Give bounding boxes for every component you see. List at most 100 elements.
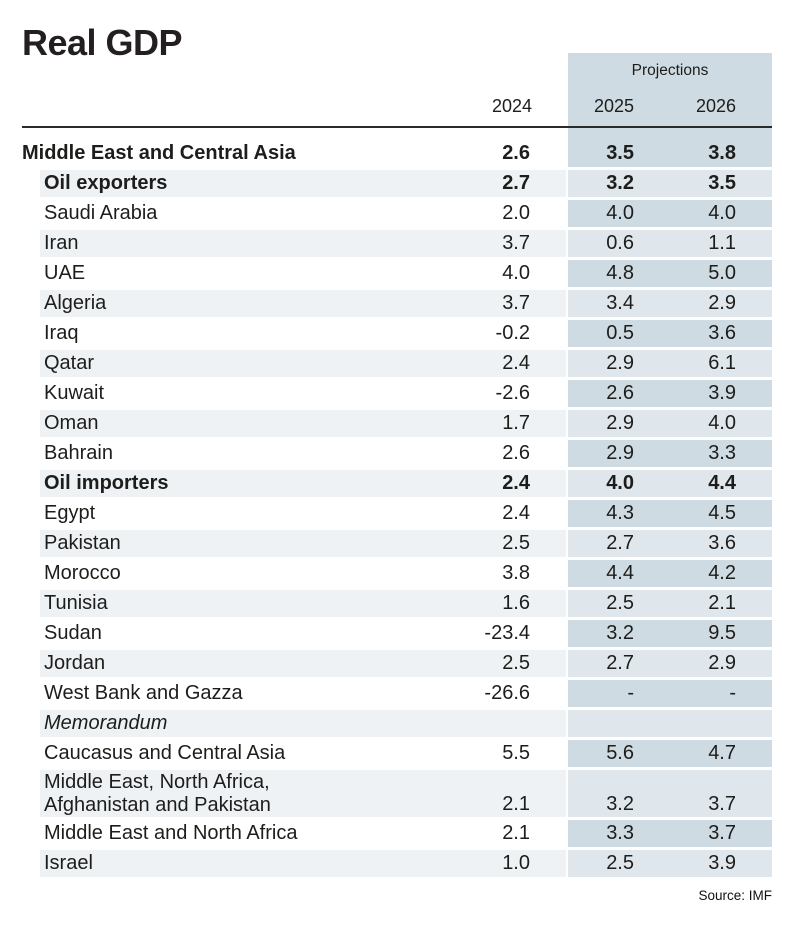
header-rule xyxy=(22,126,772,128)
projection-cells: 2.5 2.1 xyxy=(568,590,772,617)
table-body: Middle East and Central Asia 2.6 3.5 3.8 Oil… xyxy=(22,140,772,877)
value-2025: 2.5 xyxy=(606,592,634,614)
projection-cells: 2.7 2.9 xyxy=(568,650,772,677)
value-2025: 2.7 xyxy=(606,532,634,554)
table-row: Tunisia 1.6 2.5 2.1 xyxy=(22,590,772,617)
value-2026: 4.5 xyxy=(708,502,736,524)
table-row: Bahrain 2.6 2.9 3.3 xyxy=(22,440,772,467)
value-2025: 0.5 xyxy=(606,322,634,344)
projection-cells: 5.6 4.7 xyxy=(568,740,772,767)
projection-cells: 3.2 3.7 xyxy=(568,770,772,817)
value-2026: 3.6 xyxy=(708,322,736,344)
row-label: West Bank and Gazza xyxy=(44,682,243,704)
value-2024: 2.1 xyxy=(502,822,530,844)
row-label: Tunisia xyxy=(22,590,468,617)
row-label: Caucasus and Central Asia xyxy=(44,742,286,764)
value-2024: 2.7 xyxy=(468,170,566,197)
row-label: Jordan xyxy=(22,650,468,677)
projection-cells: 3.3 3.7 xyxy=(568,820,772,847)
value-2025: - xyxy=(627,682,634,704)
projection-cells: 2.9 4.0 xyxy=(568,410,772,437)
value-2025: 3.2 xyxy=(606,793,634,815)
projection-cells: 4.0 4.0 xyxy=(568,200,772,227)
value-2026: 3.5 xyxy=(708,172,736,194)
value-2026: 4.2 xyxy=(708,562,736,584)
table-row: Egypt 2.4 4.3 4.5 xyxy=(22,500,772,527)
row-label: Qatar xyxy=(22,350,468,377)
value-2024: 3.7 xyxy=(468,230,566,257)
value-2025: 3.3 xyxy=(606,822,634,844)
projections-group-label: Projections xyxy=(631,62,709,79)
table-row: Iran 3.7 0.6 1.1 xyxy=(22,230,772,257)
projection-cells: 0.6 1.1 xyxy=(568,230,772,257)
value-2025: 2.9 xyxy=(606,442,634,464)
value-2026 xyxy=(670,710,772,737)
projection-cells: 4.0 4.4 xyxy=(568,470,772,497)
value-2026: 3.9 xyxy=(708,852,736,874)
value-2024: 2.5 xyxy=(468,530,566,557)
row-label: Middle East and Central Asia xyxy=(22,142,296,164)
table-row: Qatar 2.4 2.9 6.1 xyxy=(22,350,772,377)
value-2024: 1.0 xyxy=(468,850,566,877)
table-row: Sudan -23.4 3.2 9.5 xyxy=(22,620,772,647)
value-2026: 1.1 xyxy=(708,232,736,254)
value-2025: 3.2 xyxy=(606,622,634,644)
value-2025: 4.0 xyxy=(606,472,634,494)
source-note: Source: IMF xyxy=(698,888,772,903)
value-2026: 3.9 xyxy=(708,382,736,404)
year-header-row: 2024 2025 2026 xyxy=(22,91,772,121)
value-2024: 1.6 xyxy=(468,590,566,617)
value-2025: 0.6 xyxy=(606,232,634,254)
row-label: Sudan xyxy=(44,622,102,644)
value-2026: 2.1 xyxy=(708,592,736,614)
value-2024 xyxy=(468,710,566,737)
value-2025: 3.4 xyxy=(606,292,634,314)
table-row: Israel 1.0 2.5 3.9 xyxy=(22,850,772,877)
value-2026: 9.5 xyxy=(708,622,736,644)
row-label: UAE xyxy=(44,262,86,284)
value-2024: 2.4 xyxy=(468,350,566,377)
row-label: Oil exporters xyxy=(22,170,468,197)
table-header: Projections 2024 2025 2026 xyxy=(22,53,772,140)
projections-highlight-box xyxy=(568,53,772,140)
value-2024: 4.0 xyxy=(502,262,530,284)
projection-cells: 2.7 3.6 xyxy=(568,530,772,557)
gdp-table: Projections 2024 2025 2026 Middle East a… xyxy=(22,53,772,880)
chart-title: Real GDP xyxy=(22,22,183,63)
projection-cells xyxy=(568,710,772,737)
value-2024: 2.4 xyxy=(502,502,530,524)
value-2025: 4.8 xyxy=(606,262,634,284)
row-label: Memorandum xyxy=(22,710,468,737)
value-2025: 2.5 xyxy=(606,852,634,874)
projection-cells: 3.5 3.8 xyxy=(568,140,772,167)
value-2026: 2.9 xyxy=(708,652,736,674)
value-2024: 2.5 xyxy=(468,650,566,677)
table-row: Kuwait -2.6 2.6 3.9 xyxy=(22,380,772,407)
row-label: Iran xyxy=(22,230,468,257)
table-row: Middle East and North Africa 2.1 3.3 3.7 xyxy=(22,820,772,847)
table-row: Morocco 3.8 4.4 4.2 xyxy=(22,560,772,587)
value-2025: 2.9 xyxy=(606,412,634,434)
row-label: Pakistan xyxy=(22,530,468,557)
value-2024: -2.6 xyxy=(495,382,530,404)
projection-cells: 2.9 3.3 xyxy=(568,440,772,467)
row-label: Middle East and North Africa xyxy=(44,822,298,844)
value-2025: 2.9 xyxy=(606,352,634,374)
row-label: Bahrain xyxy=(44,442,113,464)
header-spacer xyxy=(22,91,468,121)
value-2025 xyxy=(568,710,670,737)
value-2025: 2.7 xyxy=(606,652,634,674)
value-2026: 4.4 xyxy=(708,472,736,494)
value-2025: 4.0 xyxy=(606,202,634,224)
value-2026: 3.7 xyxy=(708,793,736,815)
table-row: Oman 1.7 2.9 4.0 xyxy=(22,410,772,437)
value-2024: -26.6 xyxy=(484,682,530,704)
projection-cells: 4.4 4.2 xyxy=(568,560,772,587)
value-2024: 2.6 xyxy=(502,442,530,464)
value-2024: 5.5 xyxy=(502,742,530,764)
projection-cells: -- xyxy=(568,680,772,707)
projection-cells: 4.3 4.5 xyxy=(568,500,772,527)
table-row: Iraq -0.2 0.5 3.6 xyxy=(22,320,772,347)
value-2025: 4.4 xyxy=(606,562,634,584)
